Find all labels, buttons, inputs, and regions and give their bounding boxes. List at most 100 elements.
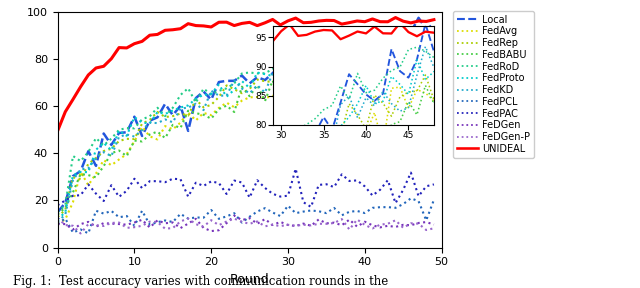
FedRoD <box>276 66 284 69</box>
FedRep <box>399 44 407 47</box>
FedRep <box>284 68 292 71</box>
FedRoD <box>315 54 323 58</box>
Local <box>253 75 261 79</box>
FedAvg <box>200 111 207 115</box>
Local <box>161 102 169 105</box>
FedRoD <box>422 30 430 33</box>
FeDGen <box>184 222 192 225</box>
FedPAC <box>154 179 161 183</box>
FeDGen-P <box>369 227 376 230</box>
FedPAC <box>61 199 69 202</box>
FedPAC <box>338 173 346 176</box>
UNIDEAL <box>69 98 77 101</box>
FedRep <box>415 37 422 40</box>
FedAvg <box>376 66 384 69</box>
FedRep <box>84 162 92 166</box>
FedProto <box>115 129 123 132</box>
Line: FedPAC: FedPAC <box>58 169 434 207</box>
FedKD <box>292 64 300 67</box>
FedProto <box>392 41 399 44</box>
FedBABU <box>253 83 261 87</box>
FedRep <box>146 118 154 122</box>
FeDGen <box>246 216 253 220</box>
FedAvg <box>384 42 392 46</box>
FedPCL <box>200 216 207 219</box>
FeDGen-P <box>77 232 84 235</box>
UNIDEAL <box>330 19 338 22</box>
FedRep <box>361 59 369 62</box>
FeDGen-P <box>154 220 161 224</box>
FedRoD <box>54 211 61 214</box>
FedKD <box>338 49 346 52</box>
Local <box>276 64 284 67</box>
FedRoD <box>415 27 422 31</box>
FedProto <box>108 149 115 152</box>
FedPCL <box>430 198 438 202</box>
FedProto <box>146 122 154 125</box>
FedBABU <box>154 130 161 133</box>
FedRep <box>161 115 169 119</box>
FeDGen <box>430 223 438 226</box>
FedRoD <box>92 136 100 140</box>
FedRep <box>238 92 246 95</box>
FedKD <box>399 50 407 54</box>
FedProto <box>269 74 276 78</box>
FeDGen <box>384 224 392 228</box>
FedBABU <box>138 140 146 143</box>
FedAvg <box>138 125 146 129</box>
FedKD <box>54 220 61 223</box>
FeDGen <box>169 221 177 224</box>
FedKD <box>131 135 138 138</box>
FedRoD <box>77 160 84 163</box>
FedKD <box>415 25 422 29</box>
UNIDEAL <box>269 18 276 21</box>
FedRoD <box>407 26 415 29</box>
FeDGen-P <box>330 221 338 225</box>
FedPCL <box>54 222 61 226</box>
FeDGen <box>353 225 361 228</box>
FeDGen <box>269 223 276 227</box>
UNIDEAL <box>253 24 261 27</box>
Local <box>192 96 200 100</box>
FedRep <box>384 54 392 57</box>
Local <box>246 82 253 85</box>
UNIDEAL <box>138 40 146 43</box>
FeDGen <box>154 219 161 222</box>
FedPCL <box>123 214 131 218</box>
FedRoD <box>361 44 369 48</box>
FedPAC <box>392 201 399 205</box>
FeDGen-P <box>200 225 207 228</box>
FedBABU <box>392 56 399 59</box>
UNIDEAL <box>61 110 69 113</box>
FedPCL <box>184 217 192 220</box>
FedPAC <box>123 189 131 192</box>
Local <box>300 65 307 68</box>
Line: UNIDEAL: UNIDEAL <box>58 18 434 131</box>
FedRoD <box>369 43 376 46</box>
FedAvg <box>253 95 261 99</box>
Local <box>230 79 238 83</box>
FedPAC <box>108 183 115 187</box>
FedRoD <box>246 71 253 74</box>
FedKD <box>246 92 253 95</box>
FedKD <box>200 108 207 112</box>
FedPCL <box>238 221 246 224</box>
FeDGen-P <box>253 220 261 223</box>
FedAvg <box>207 113 215 117</box>
FedBABU <box>261 99 269 103</box>
FedBABU <box>92 176 100 179</box>
FedBABU <box>269 79 276 82</box>
FedRep <box>169 114 177 118</box>
FedBABU <box>108 151 115 155</box>
UNIDEAL <box>123 46 131 50</box>
Local <box>215 80 223 84</box>
FedRep <box>192 98 200 101</box>
Local <box>115 131 123 135</box>
FedRoD <box>346 47 353 50</box>
Local <box>92 164 100 168</box>
FedAvg <box>392 42 399 45</box>
FedRoD <box>399 26 407 30</box>
Local <box>415 16 422 20</box>
FedPCL <box>223 215 230 218</box>
FedKD <box>223 94 230 97</box>
